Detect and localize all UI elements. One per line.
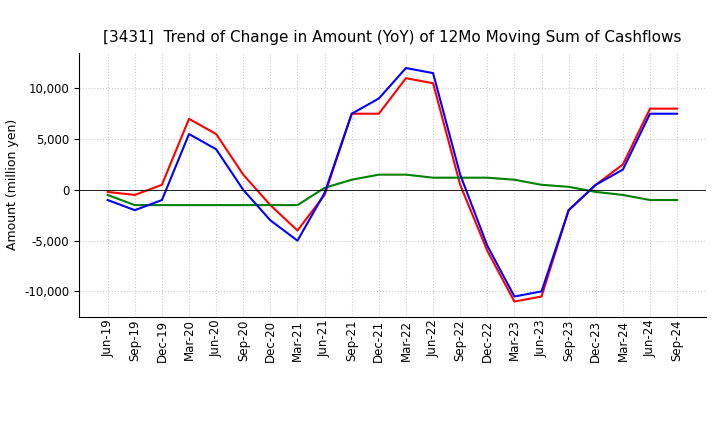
Investing Cashflow xyxy=(130,202,139,208)
Operating Cashflow xyxy=(158,182,166,187)
Investing Cashflow xyxy=(402,172,410,177)
Free Cashflow xyxy=(374,96,383,101)
Investing Cashflow xyxy=(428,175,437,180)
Line: Operating Cashflow: Operating Cashflow xyxy=(108,78,677,301)
Free Cashflow xyxy=(428,70,437,76)
Operating Cashflow xyxy=(646,106,654,111)
Operating Cashflow xyxy=(239,172,248,177)
Operating Cashflow xyxy=(185,116,194,121)
Investing Cashflow xyxy=(672,198,681,203)
Operating Cashflow xyxy=(483,248,492,253)
Investing Cashflow xyxy=(591,189,600,194)
Free Cashflow xyxy=(564,208,573,213)
Operating Cashflow xyxy=(212,132,220,137)
Free Cashflow xyxy=(212,147,220,152)
Free Cashflow xyxy=(537,289,546,294)
Operating Cashflow xyxy=(672,106,681,111)
Investing Cashflow xyxy=(564,184,573,190)
Operating Cashflow xyxy=(374,111,383,116)
Investing Cashflow xyxy=(266,202,275,208)
Operating Cashflow xyxy=(428,81,437,86)
Free Cashflow xyxy=(348,111,356,116)
Title: [3431]  Trend of Change in Amount (YoY) of 12Mo Moving Sum of Cashflows: [3431] Trend of Change in Amount (YoY) o… xyxy=(103,29,682,45)
Investing Cashflow xyxy=(646,198,654,203)
Investing Cashflow xyxy=(537,182,546,187)
Investing Cashflow xyxy=(510,177,518,182)
Operating Cashflow xyxy=(130,192,139,198)
Operating Cashflow xyxy=(456,182,464,187)
Operating Cashflow xyxy=(348,111,356,116)
Free Cashflow xyxy=(266,218,275,223)
Investing Cashflow xyxy=(483,175,492,180)
Free Cashflow xyxy=(456,172,464,177)
Operating Cashflow xyxy=(320,192,329,198)
Line: Free Cashflow: Free Cashflow xyxy=(108,68,677,297)
Free Cashflow xyxy=(158,198,166,203)
Operating Cashflow xyxy=(293,228,302,233)
Free Cashflow xyxy=(320,190,329,195)
Free Cashflow xyxy=(591,182,600,187)
Investing Cashflow xyxy=(212,202,220,208)
Free Cashflow xyxy=(130,208,139,213)
Free Cashflow xyxy=(402,66,410,71)
Free Cashflow xyxy=(104,198,112,203)
Operating Cashflow xyxy=(510,299,518,304)
Investing Cashflow xyxy=(348,177,356,182)
Free Cashflow xyxy=(672,111,681,116)
Investing Cashflow xyxy=(456,175,464,180)
Investing Cashflow xyxy=(185,202,194,208)
Investing Cashflow xyxy=(158,202,166,208)
Free Cashflow xyxy=(646,111,654,116)
Operating Cashflow xyxy=(266,202,275,208)
Operating Cashflow xyxy=(618,162,627,167)
Investing Cashflow xyxy=(320,185,329,191)
Operating Cashflow xyxy=(402,76,410,81)
Investing Cashflow xyxy=(104,192,112,198)
Free Cashflow xyxy=(185,132,194,137)
Investing Cashflow xyxy=(618,192,627,198)
Line: Investing Cashflow: Investing Cashflow xyxy=(108,175,677,205)
Operating Cashflow xyxy=(104,189,112,194)
Free Cashflow xyxy=(510,294,518,299)
Investing Cashflow xyxy=(374,172,383,177)
Operating Cashflow xyxy=(537,294,546,299)
Free Cashflow xyxy=(239,187,248,193)
Y-axis label: Amount (million yen): Amount (million yen) xyxy=(6,119,19,250)
Free Cashflow xyxy=(483,243,492,248)
Investing Cashflow xyxy=(239,202,248,208)
Investing Cashflow xyxy=(293,202,302,208)
Free Cashflow xyxy=(293,238,302,243)
Free Cashflow xyxy=(618,167,627,172)
Operating Cashflow xyxy=(564,208,573,213)
Operating Cashflow xyxy=(591,182,600,187)
